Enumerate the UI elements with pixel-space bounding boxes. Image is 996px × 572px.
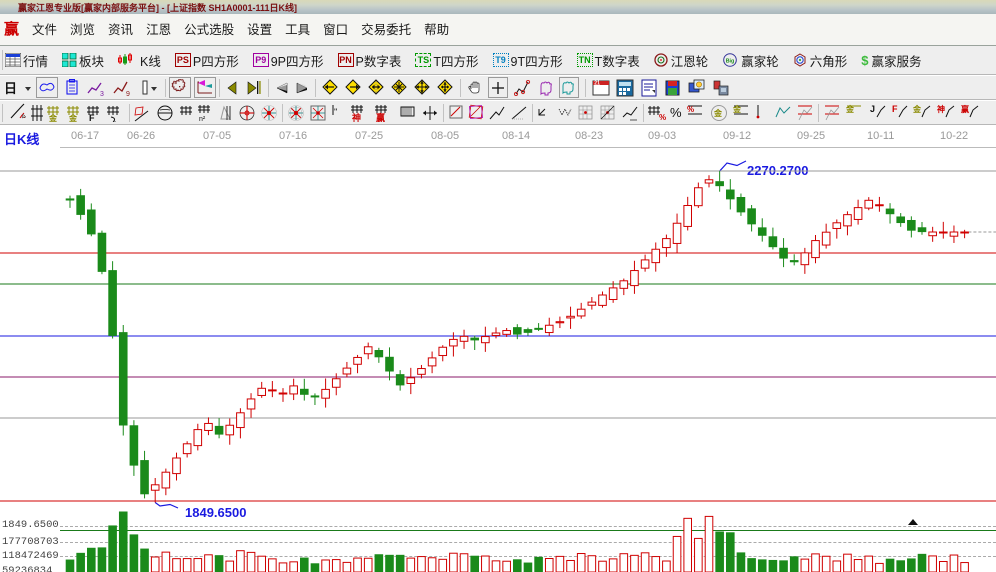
svg-text:%: % (659, 113, 666, 122)
svg-text:赢: 赢 (961, 104, 969, 114)
svg-text:神: 神 (352, 112, 361, 122)
svg-text:F: F (892, 104, 898, 114)
svg-text:9: 9 (126, 91, 130, 97)
svg-text:金: 金 (913, 104, 922, 114)
svg-text:金: 金 (68, 113, 78, 122)
svg-text:金: 金 (732, 104, 742, 114)
svg-text:Big: Big (726, 59, 735, 65)
svg-text:日: 日 (4, 81, 17, 96)
svg-text:'': '' (334, 107, 338, 117)
svg-text:金: 金 (845, 104, 855, 114)
svg-text:J: J (870, 104, 875, 114)
svg-text:金: 金 (713, 108, 723, 118)
svg-text:赢: 赢 (376, 112, 385, 122)
svg-text:F: F (89, 113, 95, 122)
svg-text:%: % (687, 105, 694, 114)
svg-text:3: 3 (100, 91, 104, 97)
svg-text:21: 21 (594, 80, 600, 86)
svg-text:神: 神 (937, 104, 945, 114)
svg-text:金: 金 (48, 113, 58, 122)
svg-text:n²: n² (199, 116, 206, 122)
